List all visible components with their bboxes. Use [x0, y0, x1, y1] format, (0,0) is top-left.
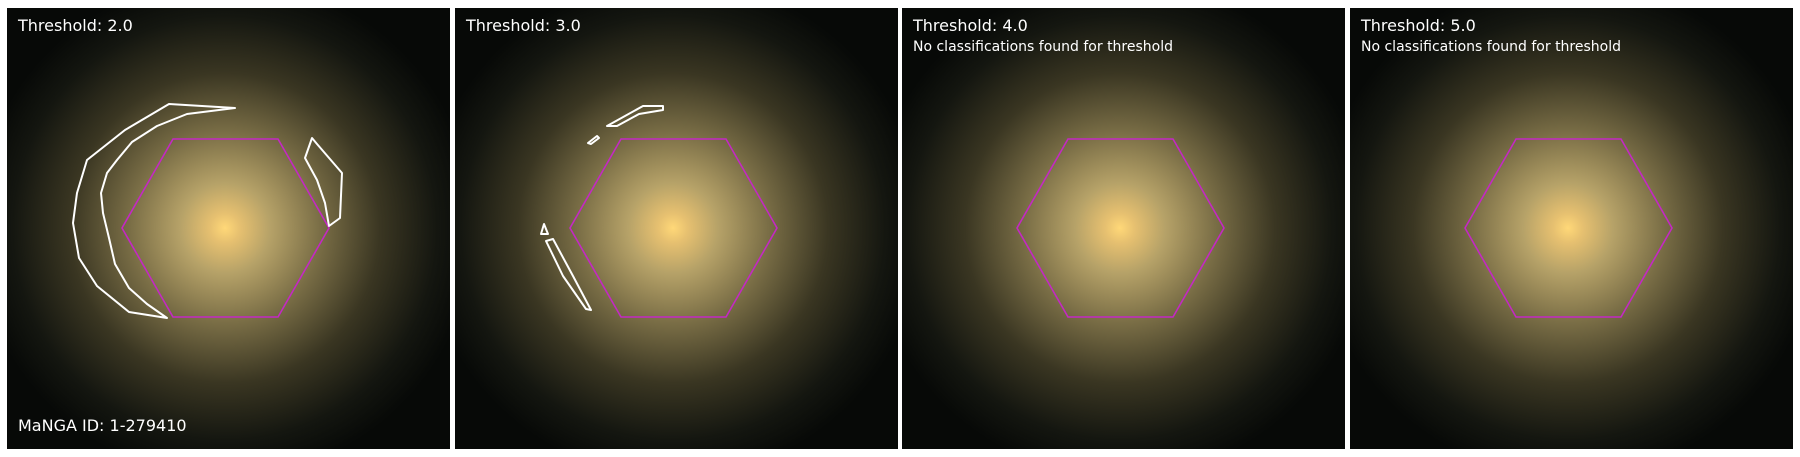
galaxy-image — [7, 8, 450, 449]
panel-title: Threshold: 4.0 — [913, 16, 1028, 35]
contour-outline — [587, 135, 600, 145]
ifu-hexagon — [121, 138, 330, 318]
contour-outline — [606, 105, 664, 127]
panel-title: Threshold: 3.0 — [466, 16, 581, 35]
galaxy-image — [455, 8, 898, 449]
galaxy-image — [1350, 8, 1793, 449]
contour-outline — [540, 223, 549, 235]
panel-note: No classifications found for threshold — [913, 39, 1173, 55]
panel-title: Threshold: 5.0 — [1361, 16, 1476, 35]
ifu-hexagon — [1464, 138, 1673, 318]
galaxy-image — [902, 8, 1345, 449]
panel-threshold-2: Threshold: 2.0 MaNGA ID: 1-279410 — [7, 8, 450, 449]
contour-outline — [72, 103, 236, 319]
panel-note: No classifications found for threshold — [1361, 39, 1621, 55]
panel-threshold-4: Threshold: 4.0 No classifications found … — [902, 8, 1345, 449]
manga-id-label: MaNGA ID: 1-279410 — [18, 416, 187, 435]
contour-outline — [545, 238, 592, 311]
contour-outline — [304, 137, 343, 227]
panel-title: Threshold: 2.0 — [18, 16, 133, 35]
ifu-hexagon — [1016, 138, 1225, 318]
ifu-hexagon — [569, 138, 778, 318]
panel-threshold-3: Threshold: 3.0 — [455, 8, 898, 449]
panel-threshold-5: Threshold: 5.0 No classifications found … — [1350, 8, 1793, 449]
